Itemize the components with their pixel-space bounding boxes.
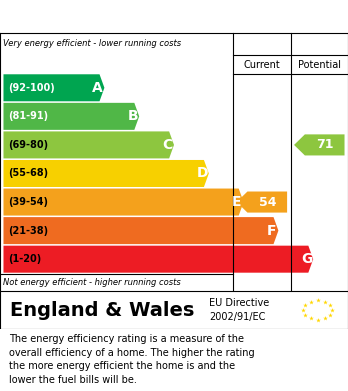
Polygon shape xyxy=(3,217,278,244)
Text: Very energy efficient - lower running costs: Very energy efficient - lower running co… xyxy=(3,39,182,48)
Text: A: A xyxy=(93,81,103,95)
FancyBboxPatch shape xyxy=(0,291,348,329)
Text: Current: Current xyxy=(244,59,280,70)
Polygon shape xyxy=(237,192,287,213)
Text: (55-68): (55-68) xyxy=(8,169,48,178)
Text: (39-54): (39-54) xyxy=(8,197,48,207)
Text: (81-91): (81-91) xyxy=(8,111,48,121)
Text: England & Wales: England & Wales xyxy=(10,301,195,319)
Text: G: G xyxy=(301,252,312,266)
Polygon shape xyxy=(3,188,244,215)
Text: (1-20): (1-20) xyxy=(8,254,41,264)
Polygon shape xyxy=(3,160,209,187)
Text: F: F xyxy=(267,224,277,238)
Text: Potential: Potential xyxy=(298,59,341,70)
Text: B: B xyxy=(127,109,138,123)
Text: Not energy efficient - higher running costs: Not energy efficient - higher running co… xyxy=(3,278,181,287)
Text: C: C xyxy=(162,138,173,152)
Text: Energy Efficiency Rating: Energy Efficiency Rating xyxy=(9,10,200,24)
Text: 71: 71 xyxy=(316,138,333,151)
Text: The energy efficiency rating is a measure of the
overall efficiency of a home. T: The energy efficiency rating is a measur… xyxy=(9,334,254,385)
Polygon shape xyxy=(3,74,104,101)
Text: D: D xyxy=(196,167,208,181)
Text: 54: 54 xyxy=(259,196,276,208)
Polygon shape xyxy=(3,246,313,273)
Polygon shape xyxy=(294,135,345,156)
Polygon shape xyxy=(3,131,174,158)
Polygon shape xyxy=(3,103,139,130)
Text: (92-100): (92-100) xyxy=(8,83,54,93)
Text: (21-38): (21-38) xyxy=(8,226,48,236)
Text: (69-80): (69-80) xyxy=(8,140,48,150)
Text: EU Directive
2002/91/EC: EU Directive 2002/91/EC xyxy=(209,298,269,322)
Text: E: E xyxy=(232,195,242,209)
